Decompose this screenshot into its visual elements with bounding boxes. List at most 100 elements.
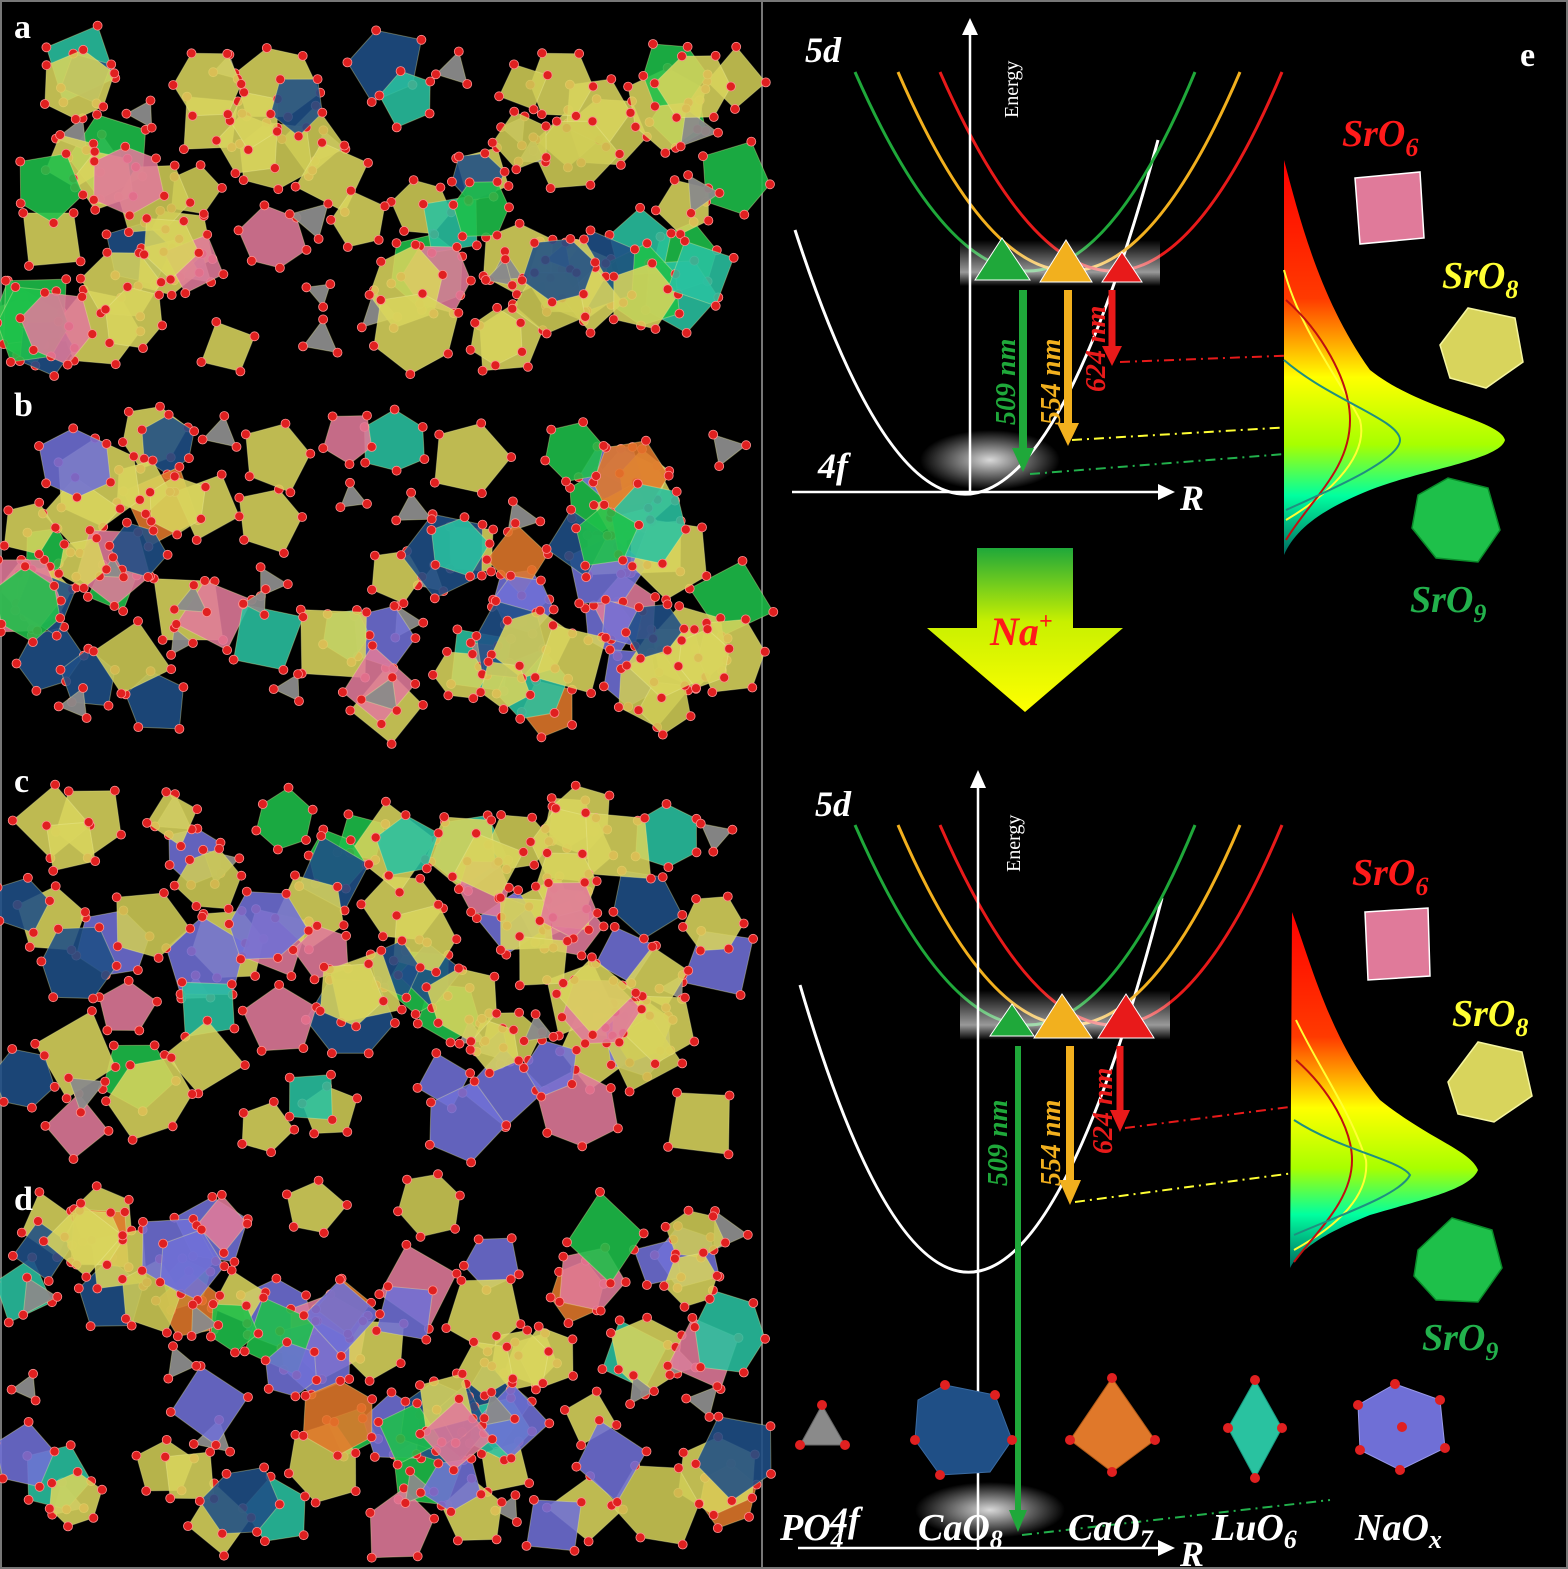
polyhedron bbox=[200, 321, 256, 372]
oxygen-atom bbox=[402, 1174, 412, 1185]
electron-pile-green bbox=[974, 237, 1031, 281]
sro8-polyhedron bbox=[1439, 307, 1524, 389]
oxygen-atom bbox=[430, 559, 441, 570]
oxygen-atom bbox=[505, 1274, 516, 1285]
oxygen-atom bbox=[218, 269, 229, 280]
oxygen-atom bbox=[620, 1277, 631, 1287]
oxygen-atom bbox=[24, 942, 35, 952]
oxygen-atom bbox=[186, 1331, 197, 1341]
na-doping-arrow: Na+ bbox=[927, 548, 1123, 712]
oxygen-atom bbox=[570, 780, 581, 791]
oxygen-atom bbox=[55, 130, 65, 140]
oxygen-atom bbox=[166, 1052, 177, 1063]
oxygen-atom bbox=[689, 1322, 700, 1332]
oxygen-atom bbox=[401, 992, 412, 1003]
oxygen-atom bbox=[356, 899, 367, 910]
oxygen-atom bbox=[90, 856, 101, 866]
oxygen-atom bbox=[34, 497, 45, 508]
oxygen-atom bbox=[105, 477, 116, 488]
oxygen-atom bbox=[109, 68, 120, 79]
oxygen-atom bbox=[389, 404, 400, 415]
oxygen-atom bbox=[342, 1127, 353, 1137]
oxygen-atom bbox=[464, 177, 475, 188]
oxygen-atom bbox=[193, 247, 204, 258]
oxygen-atom bbox=[747, 1492, 757, 1503]
oxygen-atom bbox=[671, 486, 682, 497]
level-5d-top: 5d bbox=[805, 30, 842, 70]
polyhedron bbox=[288, 202, 329, 240]
oxygen-atom bbox=[131, 1450, 142, 1461]
oxygen-atom bbox=[406, 487, 417, 498]
oxygen-atom bbox=[196, 514, 206, 524]
oxygen-atom bbox=[673, 661, 684, 672]
oxygen-atom bbox=[466, 907, 477, 917]
oxygen-atom bbox=[417, 700, 428, 710]
oxygen-atom bbox=[263, 1383, 274, 1394]
polyhedron bbox=[712, 433, 748, 468]
oxygen-atom bbox=[85, 525, 95, 536]
oxygen-atom bbox=[307, 804, 318, 815]
oxygen-atom bbox=[641, 435, 651, 446]
oxygen-atom bbox=[621, 660, 632, 671]
polyhedron bbox=[67, 1077, 107, 1114]
spectrum-component-green bbox=[1293, 1119, 1412, 1236]
oxygen-atom bbox=[48, 218, 59, 228]
oxygen-atom bbox=[366, 1432, 377, 1443]
polyhedron bbox=[322, 415, 373, 465]
oxygen-atom bbox=[660, 147, 671, 158]
oxygen-atom bbox=[41, 60, 52, 71]
oxygen-atom bbox=[125, 1060, 136, 1071]
oxygen-atom bbox=[536, 575, 546, 586]
oxygen-atom bbox=[536, 1091, 547, 1102]
oxygen-atom bbox=[3, 1317, 14, 1328]
oxygen-atom bbox=[431, 1048, 442, 1058]
oxygen-atom bbox=[434, 429, 445, 440]
oxygen-atom bbox=[571, 523, 581, 534]
oxygen-atom bbox=[51, 630, 62, 641]
oxygen-atom bbox=[509, 1414, 520, 1424]
oxygen-atom bbox=[312, 74, 323, 84]
polyhedron bbox=[637, 681, 692, 736]
oxygen-atom bbox=[386, 1387, 397, 1398]
oxygen-atom bbox=[364, 289, 375, 300]
oxygen-atom bbox=[503, 181, 514, 191]
oxygen-atom bbox=[549, 708, 560, 718]
oxygen-atom bbox=[647, 258, 658, 269]
oxygen-atom bbox=[187, 110, 198, 121]
oxygen-atom bbox=[393, 1206, 403, 1217]
oxygen-atom bbox=[216, 469, 227, 480]
oxygen-atom bbox=[43, 1276, 54, 1286]
oxygen-atom bbox=[101, 438, 112, 449]
oxygen-atom bbox=[183, 453, 194, 464]
polyhedron bbox=[702, 140, 771, 216]
oxygen-atom bbox=[55, 664, 66, 675]
oxygen-atom bbox=[378, 996, 389, 1006]
spectrum-component-red bbox=[1293, 1059, 1354, 1263]
oxygen-atom bbox=[598, 440, 609, 451]
legend-luo6: LuO6 bbox=[1211, 1375, 1297, 1554]
wavelength-509-top: 509 nm bbox=[991, 339, 1022, 425]
oxygen-atom bbox=[571, 1045, 582, 1055]
oxygen-atom bbox=[737, 556, 748, 566]
oxygen-atom bbox=[210, 1440, 221, 1450]
polyhedron bbox=[270, 78, 323, 137]
oxygen-atom bbox=[447, 871, 458, 882]
oxygen-atom bbox=[289, 1124, 300, 1135]
oxygen-atom bbox=[317, 137, 327, 148]
oxygen-atom bbox=[316, 831, 327, 841]
oxygen-atom bbox=[629, 244, 640, 255]
oxygen-atom bbox=[200, 482, 211, 492]
oxygen-atom bbox=[492, 176, 503, 187]
oxygen-atom bbox=[380, 796, 391, 807]
oxygen-atom bbox=[592, 908, 603, 918]
site-sro6-bottom: SrO6 bbox=[1352, 852, 1428, 901]
oxygen-atom bbox=[297, 51, 308, 61]
polyhedron bbox=[585, 812, 652, 880]
oxygen-atom bbox=[389, 601, 400, 611]
polyhedron-icon bbox=[1069, 1377, 1156, 1473]
oxygen-atom bbox=[194, 1496, 205, 1506]
na-arrow-shape bbox=[927, 548, 1123, 712]
polyhedron bbox=[22, 1276, 59, 1316]
spectrum-component-yellow bbox=[1293, 1019, 1368, 1251]
oxygen-atom bbox=[7, 815, 18, 826]
